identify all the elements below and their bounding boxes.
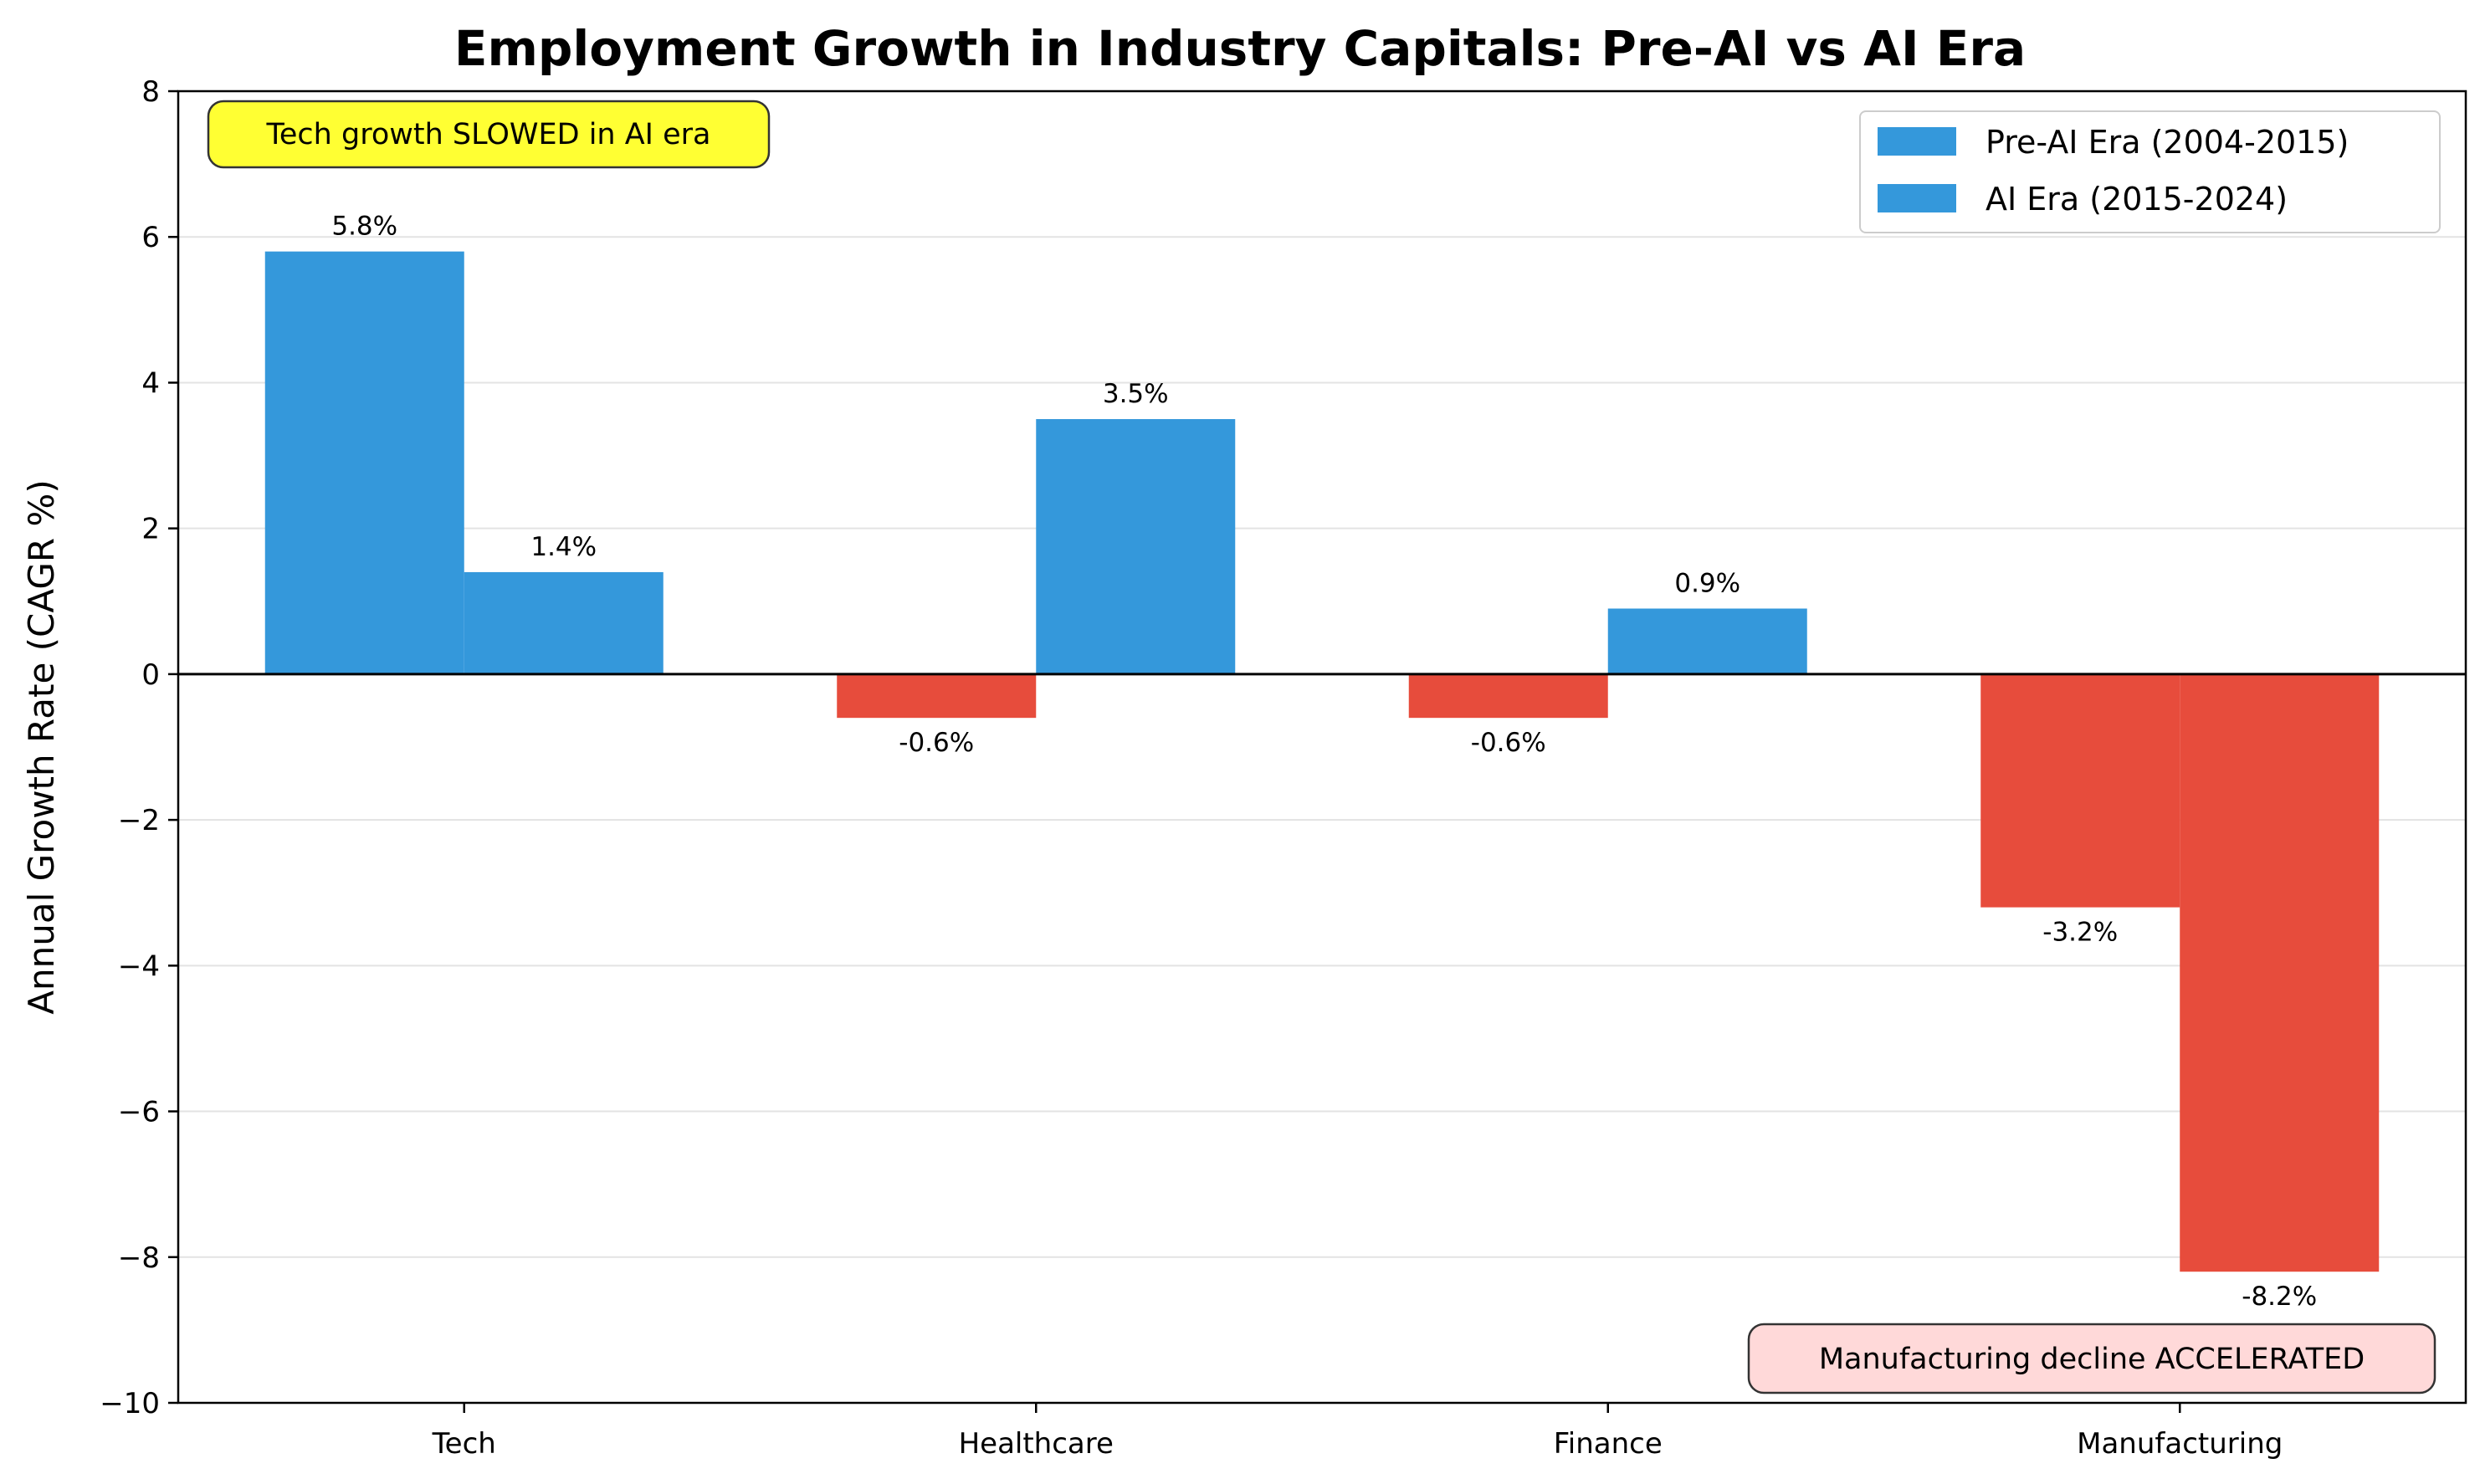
bar-finance-pre-ai[interactable] <box>1408 673 1608 719</box>
legend[interactable]: Pre-AI Era (2004-2015) AI Era (2015-2024… <box>1859 110 2441 233</box>
data-label: 0.9% <box>1674 568 1740 598</box>
bar-tech-ai[interactable] <box>464 571 664 674</box>
bar-healthcare-ai[interactable] <box>1036 419 1236 674</box>
x-tick-label: Manufacturing <box>2077 1427 2283 1461</box>
bar-tech-pre-ai[interactable] <box>264 251 464 674</box>
legend-swatch-pre-ai <box>1878 127 1956 156</box>
y-tick-label: 4 <box>141 366 160 400</box>
grid-lines <box>178 236 2466 1258</box>
y-tick-label: −2 <box>118 804 160 837</box>
bars <box>264 251 2380 1272</box>
bar-manufacturing-pre-ai[interactable] <box>1980 673 2180 908</box>
bar-manufacturing-ai[interactable] <box>2180 673 2380 1272</box>
data-label: 3.5% <box>1103 379 1169 409</box>
annotation-tech-box <box>207 100 771 169</box>
x-tick-label: Finance <box>1554 1427 1663 1461</box>
annotation-manufacturing-box <box>1747 1323 2436 1394</box>
y-tick-label: −6 <box>118 1096 160 1129</box>
annotation-manufacturing: Manufacturing decline ACCELERATED <box>1747 1323 2436 1394</box>
y-axis-label: Annual Growth Rate (CAGR %) <box>21 479 62 1014</box>
legend-label-ai: AI Era (2015-2024) <box>1986 181 2288 217</box>
x-axis: Tech Healthcare Finance Manufacturing <box>432 1403 2283 1461</box>
data-label: -0.6% <box>1471 728 1546 758</box>
y-tick-label: 0 <box>141 658 160 692</box>
y-axis: 8 6 4 2 0 −2 −4 −6 −8 −10 <box>100 75 178 1420</box>
annotation-tech-text: Tech growth SLOWED in AI era <box>265 118 710 151</box>
x-tick-label: Tech <box>432 1427 496 1461</box>
legend-label-pre-ai: Pre-AI Era (2004-2015) <box>1986 124 2349 161</box>
plot-frame <box>177 90 2467 1405</box>
y-tick-label: 8 <box>141 75 160 109</box>
legend-swatch-ai <box>1878 184 1956 212</box>
data-label: 5.8% <box>331 212 397 242</box>
legend-frame <box>1859 110 2441 233</box>
y-tick-label: 2 <box>141 513 160 546</box>
bar-finance-ai[interactable] <box>1607 608 1807 674</box>
data-label: -0.6% <box>899 728 974 758</box>
y-tick-label: −8 <box>118 1241 160 1275</box>
data-label: 1.4% <box>530 532 597 562</box>
chart-title: Employment Growth in Industry Capitals: … <box>454 20 2026 77</box>
data-label: -3.2% <box>2042 918 2118 948</box>
y-tick-label: −4 <box>118 949 160 983</box>
data-label: -8.2% <box>2242 1282 2317 1312</box>
y-tick-label: −10 <box>100 1387 160 1420</box>
annotation-manufacturing-text: Manufacturing decline ACCELERATED <box>1819 1343 2365 1376</box>
bar-healthcare-pre-ai[interactable] <box>837 673 1037 719</box>
y-tick-label: 6 <box>141 221 160 254</box>
data-labels: 5.8% 1.4% -0.6% 3.5% -0.6% 0.9% -3.2% -8.2% <box>331 212 2317 1313</box>
x-tick-label: Healthcare <box>959 1427 1114 1461</box>
annotation-tech: Tech growth SLOWED in AI era <box>207 100 771 169</box>
